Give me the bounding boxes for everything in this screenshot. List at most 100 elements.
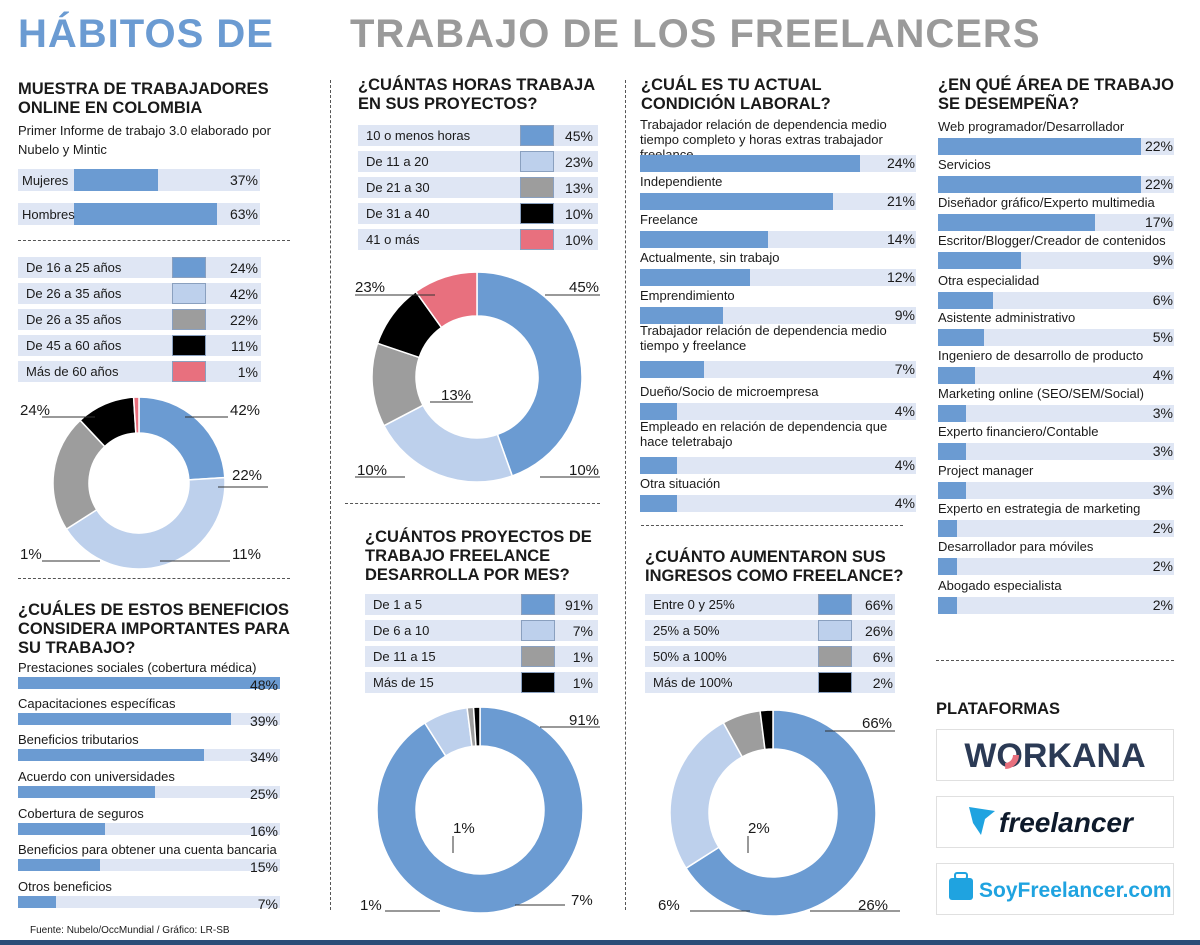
bar-label: Ingeniero de desarrollo de producto — [938, 348, 1144, 363]
bar-track — [938, 520, 1174, 537]
bar-fill — [938, 482, 966, 499]
bar-label: Capacitaciones específicas — [18, 696, 176, 711]
donut-slice — [382, 404, 514, 483]
gender-label: Mujeres — [22, 173, 69, 188]
bar-value: 12% — [886, 269, 915, 285]
legend-swatch — [521, 672, 555, 693]
bar-value: 2% — [1152, 597, 1173, 613]
legend-value: 7% — [572, 623, 593, 639]
bar-value: 9% — [894, 307, 915, 323]
bar-label: Cobertura de seguros — [18, 806, 144, 821]
bar-fill — [640, 307, 723, 324]
bar-value: 5% — [1152, 329, 1173, 345]
legend-swatch — [172, 309, 206, 330]
legend-label: De 21 a 30 — [366, 180, 430, 195]
legend-value: 1% — [572, 675, 593, 691]
legend-label: De 45 a 60 años — [26, 338, 122, 353]
gender-value: 37% — [229, 172, 258, 188]
bar-value: 16% — [249, 823, 278, 839]
bar-label: Freelance — [640, 212, 698, 227]
bar-track — [938, 329, 1174, 346]
legend-label: Más de 100% — [653, 675, 733, 690]
freelancer-bird-icon — [969, 807, 995, 835]
legend-swatch — [172, 257, 206, 278]
legend-swatch — [172, 335, 206, 356]
age-donut-chart: 24% 42% 22% 11% 1% — [20, 396, 268, 570]
legend-value: 24% — [229, 260, 258, 276]
gender-value: 63% — [229, 206, 258, 222]
donut-label: 7% — [571, 892, 593, 909]
bar-fill — [938, 367, 975, 384]
horas-title: ¿CUÁNTAS HORAS TRABAJA EN SUS PROYECTOS? — [358, 76, 595, 113]
bar-value: 3% — [1152, 482, 1173, 498]
workana-logo[interactable]: WORKANA — [936, 729, 1174, 781]
bar-fill — [640, 155, 860, 172]
bar-label: Beneficios para obtener una cuenta banca… — [18, 842, 277, 857]
bar-label: Emprendimiento — [640, 288, 735, 303]
bar-label: Empleado en relación de dependencia que … — [640, 419, 888, 449]
bar-label: Actualmente, sin trabajo — [640, 250, 780, 265]
bar-fill — [640, 269, 750, 286]
bar-fill — [938, 405, 966, 422]
legend-label: 41 o más — [366, 232, 420, 247]
donut-label: 22% — [232, 467, 262, 484]
donut-label: 11% — [232, 546, 261, 563]
bar-label: Beneficios tributarios — [18, 732, 139, 747]
donut-label: 23% — [355, 279, 385, 296]
bar-value: 2% — [1152, 520, 1173, 536]
bar-label: Marketing online (SEO/SEM/Social) — [938, 386, 1144, 401]
bar-label: Otros beneficios — [18, 879, 112, 894]
donut-label: 13% — [441, 387, 471, 404]
bar-value: 15% — [249, 859, 278, 875]
legend-value: 91% — [564, 597, 593, 613]
donut-label: 91% — [569, 712, 599, 729]
workana-logo-text: WORKANA — [964, 737, 1145, 775]
legend-value: 1% — [237, 364, 258, 380]
divider — [18, 240, 290, 241]
bar-value: 4% — [894, 457, 915, 473]
bar-value: 34% — [249, 749, 278, 765]
legend-swatch — [172, 361, 206, 382]
bar-fill — [640, 495, 677, 512]
legend-swatch — [520, 125, 554, 146]
bar-label: Otra especialidad — [938, 273, 1040, 288]
donut-slice — [132, 396, 140, 434]
source-note: Fuente: Nubelo/OccMundial / Gráfico: LR-… — [30, 925, 230, 936]
donut-slice — [472, 706, 481, 747]
donut-slice — [376, 706, 584, 914]
freelancer-logo[interactable]: freelancer — [936, 796, 1174, 848]
bar-fill — [938, 329, 985, 346]
bar-track — [938, 443, 1174, 460]
bar-label: Independiente — [640, 174, 723, 189]
bar-label: Project manager — [938, 463, 1034, 478]
bar-fill — [18, 823, 106, 835]
gender-bar-fill — [74, 203, 217, 225]
column-divider — [330, 80, 331, 910]
soyfreelancer-logo[interactable]: SoyFreelancer.com — [936, 863, 1174, 915]
legend-value: 2% — [872, 675, 893, 691]
freelancer-logo-text: freelancer — [999, 807, 1135, 838]
legend-value: 42% — [229, 286, 258, 302]
bar-value: 17% — [1144, 214, 1173, 230]
bar-value: 7% — [894, 361, 915, 377]
legend-label: De 26 a 35 años — [26, 286, 122, 301]
bar-label: Web programador/Desarrollador — [938, 119, 1125, 134]
bar-fill — [640, 457, 677, 474]
divider — [936, 660, 1174, 661]
bar-label: Escritor/Blogger/Creador de contenidos — [938, 233, 1166, 248]
donut-slice — [138, 396, 226, 481]
legend-swatch — [818, 620, 852, 641]
legend-label: De 26 a 35 años — [26, 312, 122, 327]
divider — [345, 503, 600, 504]
bar-label: Asistente administrativo — [938, 310, 1076, 325]
divider — [641, 525, 903, 526]
legend-label: 10 o menos horas — [366, 128, 471, 143]
bar-value: 7% — [257, 896, 278, 912]
bar-fill — [938, 443, 966, 460]
bar-value: 22% — [1144, 176, 1173, 192]
donut-label: 1% — [20, 546, 42, 563]
gender-bar-fill — [74, 169, 158, 191]
bar-value: 6% — [1152, 292, 1173, 308]
legend-label: De 11 a 20 — [366, 154, 429, 169]
bar-fill — [640, 361, 705, 378]
